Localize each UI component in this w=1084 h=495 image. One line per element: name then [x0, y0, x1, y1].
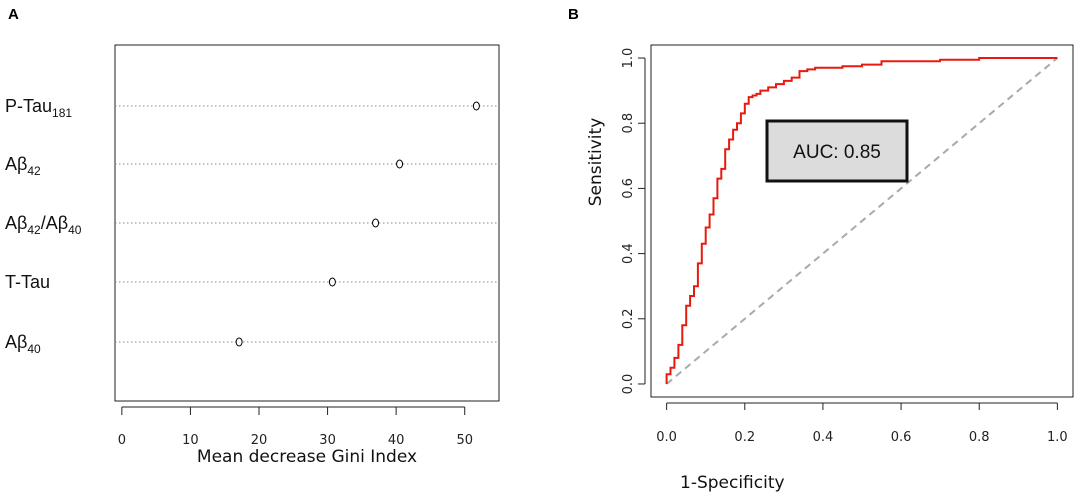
gini-x-tick-label: 30 — [319, 433, 336, 448]
roc-y-tick-label: 0.0 — [621, 374, 636, 395]
gini-variable-label: P-Tau181 — [5, 96, 72, 120]
roc-curve — [665, 57, 1058, 384]
gini-x-tick-label: 50 — [456, 433, 473, 448]
roc-x-tick-label: 0.8 — [969, 430, 990, 445]
roc-y-tick-label: 0.6 — [621, 178, 636, 199]
gini-variable-label: Aβ40 — [5, 332, 41, 356]
gini-dotchart: P-Tau181 Aβ42 Aβ42/Aβ40 T-Tau Aβ40 0 10 20 30 40… — [5, 44, 500, 467]
roc-y-tick-label: 0.2 — [621, 308, 636, 329]
roc-x-tick-label: 0.4 — [813, 430, 834, 445]
roc-x-tick-label: 0.0 — [656, 430, 677, 445]
auc-label: AUC: 0.85 — [793, 142, 881, 163]
gini-x-tick-label: 0 — [118, 433, 126, 448]
roc-x-tick-label: 1.0 — [1047, 430, 1068, 445]
roc-y-tick-label: 0.8 — [621, 113, 636, 134]
roc-plot-frame — [650, 44, 1074, 398]
gini-point — [396, 159, 404, 169]
roc-x-tick-label: 0.2 — [734, 430, 755, 445]
gini-point — [472, 101, 480, 111]
roc-y-axis-title: Sensitivity — [586, 118, 606, 207]
gini-x-axis-title: Mean decrease Gini Index — [197, 447, 417, 467]
roc-chart: 0.0 0.2 0.4 0.6 0.8 1.0 0.0 0.2 0.4 0.6 0.8 1.0 AU… — [586, 44, 1074, 493]
roc-reference-line — [665, 57, 1059, 385]
roc-x-axis-title: 1-Specificity — [680, 473, 785, 493]
panel-a-letter: A — [8, 6, 19, 23]
gini-point — [235, 337, 243, 347]
gini-variable-label: T-Tau — [5, 272, 50, 292]
roc-y-tick-label: 1.0 — [621, 48, 636, 69]
gini-variable-label: Aβ42/Aβ40 — [5, 213, 82, 237]
gini-x-tick-label: 20 — [251, 433, 268, 448]
auc-box — [765, 119, 909, 183]
roc-x-tick-label: 0.6 — [891, 430, 912, 445]
gini-point — [328, 277, 336, 287]
gini-point — [372, 218, 380, 228]
gini-x-tick-label: 40 — [388, 433, 405, 448]
gini-variable-label: Aβ42 — [5, 154, 41, 178]
panel-b-letter: B — [568, 6, 579, 23]
roc-y-tick-label: 0.4 — [621, 243, 636, 264]
gini-x-tick-label: 10 — [182, 433, 199, 448]
